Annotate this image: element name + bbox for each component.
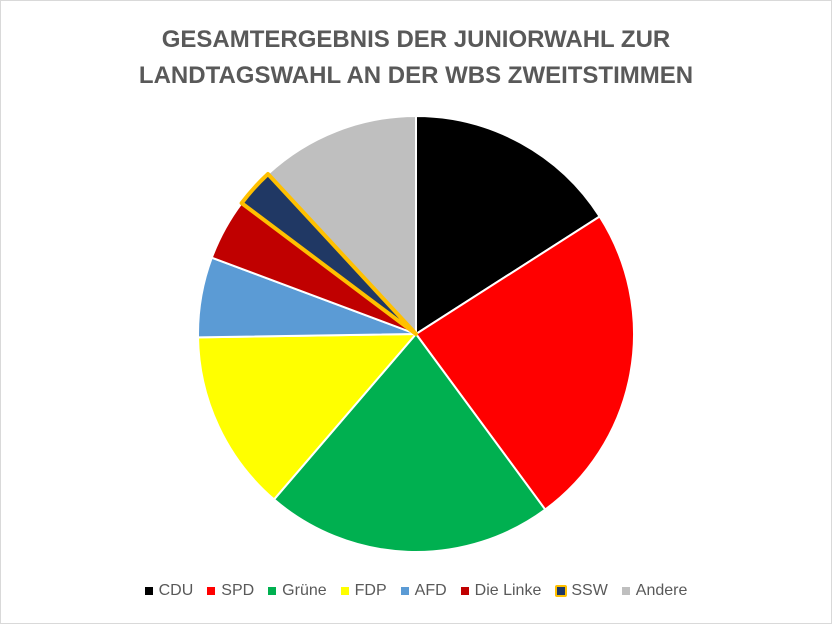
- legend-label: SPD: [221, 582, 255, 599]
- legend-item-ssw: SSW: [555, 582, 608, 600]
- chart-title-line-2: LANDTAGSWAHL AN DER WBS ZWEITSTIMMEN: [138, 62, 694, 89]
- legend-swatch: [144, 587, 153, 595]
- legend-label: Grüne: [282, 582, 327, 599]
- pie-slice-fdp: [197, 333, 417, 501]
- legend-label: FDP: [354, 582, 387, 599]
- legend-swatch: [400, 587, 409, 595]
- legend-swatch: [340, 587, 349, 595]
- legend-label: SSW: [571, 582, 608, 599]
- legend-item-fdp: FDP: [340, 582, 387, 600]
- legend-label: AFD: [414, 582, 447, 599]
- legend-item-die-linke: Die Linke: [460, 582, 542, 600]
- legend-item-cdu: CDU: [144, 582, 194, 600]
- chart-title-line-1: GESAMTERGEBNIS DER JUNIORWAHL ZUR: [161, 26, 671, 53]
- legend-item-andere: Andere: [621, 582, 688, 600]
- legend-label: Andere: [635, 582, 688, 599]
- pie-slice-cdu: [415, 115, 601, 335]
- chart-legend: CDU SPD Grüne FDP AFD Die Linke SSW Andere: [0, 582, 832, 600]
- pie-slice-grüne: [273, 333, 547, 553]
- legend-label: Die Linke: [474, 582, 542, 599]
- legend-swatch: [207, 587, 216, 595]
- pie-slice-spd: [415, 215, 635, 511]
- pie-slice-ssw: [239, 171, 418, 336]
- pie-slice-andere: [266, 115, 417, 335]
- legend-label: CDU: [158, 582, 194, 599]
- legend-swatch: [460, 587, 469, 595]
- legend-item-grüne: Grüne: [268, 582, 327, 600]
- legend-swatch: [555, 585, 568, 597]
- legend-swatch: [621, 587, 630, 595]
- legend-item-spd: SPD: [207, 582, 254, 600]
- legend-item-afd: AFD: [400, 582, 447, 600]
- legend-swatch: [268, 587, 277, 595]
- chart-title: GESAMTERGEBNIS DER JUNIORWAHL ZUR LANDTA…: [0, 22, 832, 94]
